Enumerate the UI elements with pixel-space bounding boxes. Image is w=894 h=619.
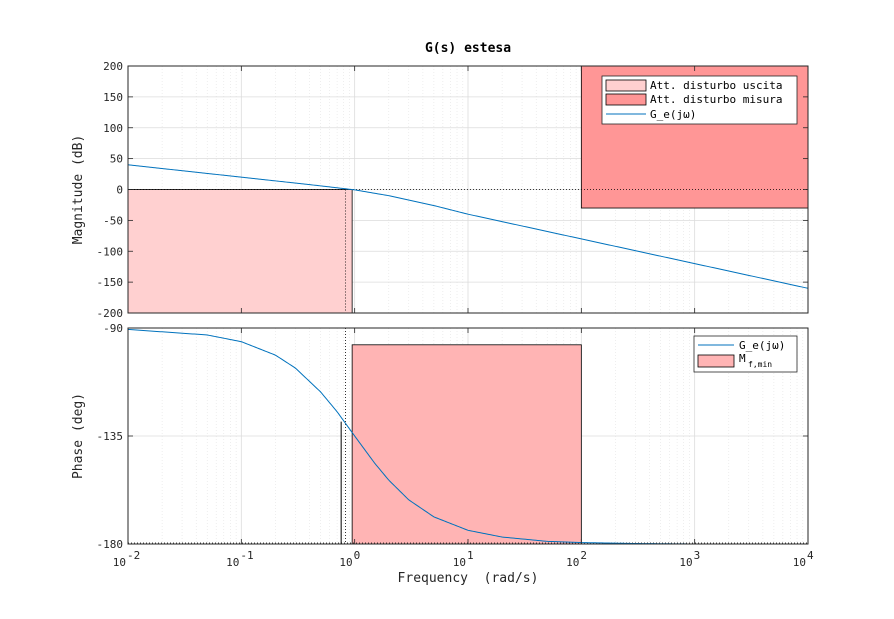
bound-region [127, 189, 353, 314]
svg-text:0: 0 [354, 549, 361, 562]
legend-swatch [605, 79, 647, 92]
x-tick-label: 10-2 [113, 549, 141, 569]
x-tick-label: 103 [679, 549, 700, 569]
svg-text:10: 10 [226, 556, 239, 569]
svg-text:-1: -1 [240, 549, 253, 562]
phase-legend: G_e(jω)M f,min [693, 335, 798, 373]
x-tick-label: 102 [566, 549, 587, 569]
legend-label: G_e(jω) [739, 339, 785, 352]
y-tick-label: 50 [110, 153, 123, 166]
y-tick-label: -180 [97, 538, 124, 551]
svg-text:10: 10 [113, 556, 126, 569]
legend-swatch [605, 93, 647, 106]
x-tick-label: 104 [793, 549, 814, 569]
legend-entry: G_e(jω) [698, 339, 785, 352]
magnitude-y-ticks: -200 -150 -100 -50 0 50 100 150 200 [97, 60, 809, 320]
y-tick-label: -50 [103, 214, 123, 227]
series-line [127, 164, 809, 289]
phase-bound-regions [351, 344, 582, 545]
svg-text:10: 10 [679, 556, 692, 569]
svg-text:4: 4 [807, 549, 814, 562]
y-tick-label: -135 [97, 430, 124, 443]
legend-label-subscript: f,min [748, 360, 772, 369]
svg-text:10: 10 [793, 556, 806, 569]
legend-label: M [739, 352, 746, 365]
y-tick-label: -90 [103, 322, 123, 335]
x-tick-label: 10-1 [226, 549, 254, 569]
y-tick-label: 0 [116, 184, 123, 197]
magnitude-title: G(s) estesa [425, 41, 511, 56]
svg-text:10: 10 [339, 556, 352, 569]
bound-region [351, 344, 582, 545]
y-tick-label: 200 [103, 60, 123, 73]
legend-label: Att. disturbo misura [650, 93, 782, 106]
svg-text:1: 1 [467, 549, 474, 562]
x-tick-label: 100 [339, 549, 360, 569]
y-tick-label: -100 [97, 245, 124, 258]
magnitude-markers [128, 189, 808, 313]
legend-label: Att. disturbo uscita [650, 79, 782, 92]
legend-swatch [697, 354, 735, 368]
svg-text:3: 3 [694, 549, 701, 562]
magnitude-y-label: Magnitude (dB) [71, 135, 86, 245]
svg-text:10: 10 [453, 556, 466, 569]
y-tick-label: -200 [97, 307, 124, 320]
y-tick-label: 150 [103, 91, 123, 104]
phase-x-label: Frequency (rad/s) [398, 571, 539, 586]
svg-text:2: 2 [580, 549, 587, 562]
x-tick-label: 101 [453, 549, 474, 569]
magnitude-series [127, 164, 809, 289]
y-tick-label: 100 [103, 122, 123, 135]
phase-y-label: Phase (deg) [71, 393, 86, 479]
legend-label: G_e(jω) [650, 108, 696, 121]
legend-entry: Att. disturbo uscita [605, 79, 782, 92]
svg-text:-2: -2 [127, 549, 140, 562]
phase-y-ticks: -180 -135 -90 [97, 322, 808, 551]
legend-entry: G_e(jω) [606, 108, 696, 121]
y-tick-label: -150 [97, 276, 124, 289]
svg-text:10: 10 [566, 556, 579, 569]
legend-entry: Att. disturbo misura [605, 93, 782, 106]
